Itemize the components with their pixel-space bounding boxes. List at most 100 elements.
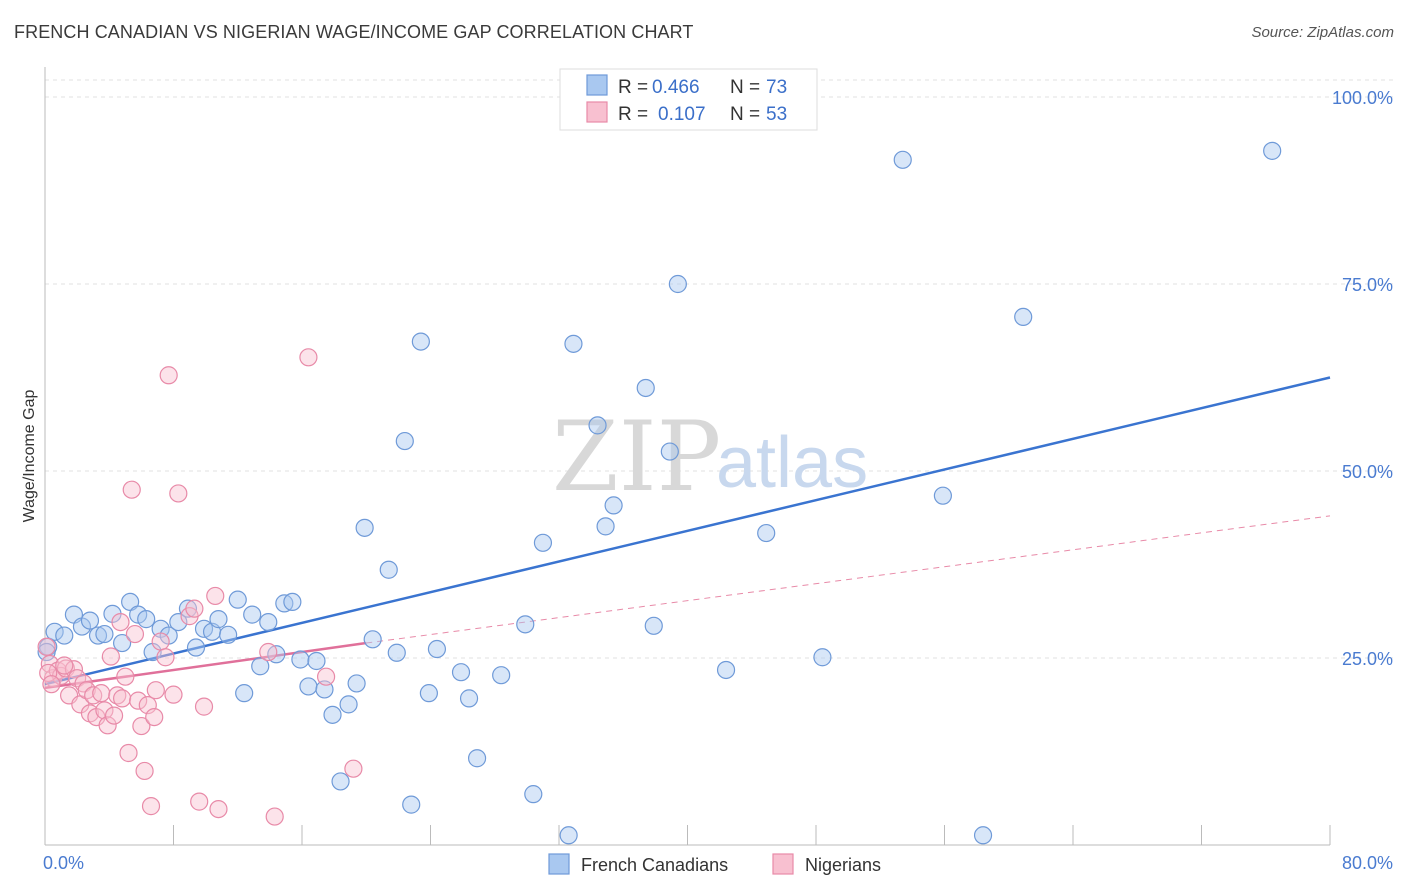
legend-r-value-1: 0.107 bbox=[658, 104, 706, 125]
trend-line-nigerians bbox=[44, 641, 367, 690]
french-canadian-point-63 bbox=[668, 274, 687, 294]
watermark-zip: ZIP bbox=[552, 401, 721, 513]
bottom-legend: French Canadians Nigerians bbox=[548, 853, 881, 875]
nigerian-point-40 bbox=[185, 599, 204, 618]
french-canadian-point-32 bbox=[299, 677, 318, 696]
nigerian-point-45 bbox=[259, 642, 278, 662]
watermark: ZIP atlas bbox=[552, 401, 868, 513]
nigerian-point-37 bbox=[164, 685, 183, 704]
legend-n-value-1: 53 bbox=[766, 104, 787, 125]
french-canadian-point-31 bbox=[291, 650, 310, 669]
french-canadian-point-12 bbox=[137, 610, 156, 629]
french-canadian-point-21 bbox=[209, 610, 228, 629]
bottom-legend-swatch-nigerians bbox=[772, 853, 794, 875]
nigerian-point-29 bbox=[135, 761, 154, 781]
nigerian-point-20 bbox=[108, 686, 127, 705]
french-canadian-point-44 bbox=[402, 795, 421, 814]
french-canadian-point-37 bbox=[339, 695, 358, 714]
nigerian-point-28 bbox=[132, 716, 151, 736]
nigerian-point-26 bbox=[125, 624, 145, 644]
french-canadian-point-18 bbox=[186, 638, 206, 657]
y-tick-label-0: 25.0% bbox=[1342, 649, 1393, 669]
source-label: Source: ZipAtlas.com bbox=[1251, 24, 1394, 41]
nigerian-point-21 bbox=[111, 612, 130, 632]
french-canadian-point-64 bbox=[716, 660, 736, 680]
french-canadian-point-50 bbox=[467, 749, 487, 768]
nigerian-point-34 bbox=[151, 632, 170, 651]
french-canadian-point-49 bbox=[459, 689, 479, 708]
nigerian-point-19 bbox=[104, 706, 124, 725]
nigerian-point-18 bbox=[101, 647, 120, 666]
watermark-atlas: atlas bbox=[716, 423, 868, 503]
nigerian-point-42 bbox=[194, 697, 214, 716]
axes bbox=[44, 67, 1331, 846]
legend-swatch-french-canadians bbox=[586, 74, 608, 96]
french-canadian-point-61 bbox=[644, 616, 663, 635]
bottom-legend-label-french-canadians: French Canadians bbox=[581, 855, 728, 875]
nigerian-point-46 bbox=[265, 807, 284, 826]
nigerian-point-17 bbox=[98, 716, 117, 735]
nigerian-point-38 bbox=[169, 484, 188, 503]
french-canadian-point-67 bbox=[893, 150, 912, 169]
french-canadian-point-9 bbox=[112, 633, 132, 653]
nigerian-point-25 bbox=[122, 480, 141, 499]
french-canadian-point-43 bbox=[395, 431, 414, 451]
nigerian-point-36 bbox=[159, 366, 178, 385]
nigerian-point-47 bbox=[299, 348, 318, 367]
french-canadian-point-69 bbox=[973, 826, 993, 845]
french-canadian-point-52 bbox=[516, 615, 535, 634]
trend-line-french-canadians bbox=[44, 376, 1331, 686]
nigerian-point-51 bbox=[42, 675, 61, 694]
french-canadian-point-1 bbox=[45, 622, 64, 641]
french-canadian-point-70 bbox=[1014, 307, 1033, 327]
legend-swatch-nigerians bbox=[586, 101, 608, 123]
french-canadian-point-54 bbox=[533, 533, 553, 552]
french-canadian-point-71 bbox=[1263, 141, 1282, 160]
french-canadian-point-42 bbox=[387, 643, 406, 662]
nigerian-point-24 bbox=[119, 743, 138, 763]
french-canadian-point-23 bbox=[228, 590, 247, 609]
french-canadian-point-40 bbox=[363, 630, 382, 649]
legend-r-value-0: 0.466 bbox=[652, 77, 700, 98]
legend-n-label-1: N = bbox=[730, 104, 760, 125]
nigerian-point-48 bbox=[316, 667, 336, 686]
data-points bbox=[37, 141, 1282, 845]
nigerian-point-23 bbox=[116, 667, 135, 686]
x-tick-labels: 0.0% 80.0% bbox=[43, 853, 1393, 873]
nigerian-point-35 bbox=[156, 648, 175, 667]
nigerian-point-22 bbox=[112, 689, 132, 708]
legend-r-label-1: R = bbox=[618, 104, 648, 125]
nigerian-point-16 bbox=[95, 701, 114, 720]
y-tick-label-3: 100.0% bbox=[1332, 88, 1393, 108]
bottom-legend-label-nigerians: Nigerians bbox=[805, 855, 881, 875]
french-canadian-point-51 bbox=[492, 666, 511, 685]
nigerian-point-41 bbox=[190, 792, 209, 811]
legend-n-label-0: N = bbox=[730, 77, 760, 98]
nigerian-point-50 bbox=[39, 663, 58, 683]
french-canadian-point-22 bbox=[219, 625, 238, 644]
nigerian-point-15 bbox=[92, 684, 111, 703]
french-canadian-point-60 bbox=[636, 378, 655, 398]
french-canadian-point-6 bbox=[88, 626, 108, 645]
nigerian-point-31 bbox=[141, 797, 161, 816]
french-canadian-point-66 bbox=[813, 648, 832, 667]
nigerian-point-43 bbox=[206, 586, 225, 606]
french-canadian-point-27 bbox=[259, 612, 278, 632]
french-canadian-point-46 bbox=[419, 684, 438, 703]
french-canadian-point-26 bbox=[251, 657, 270, 676]
y-tick-label-1: 50.0% bbox=[1342, 462, 1393, 482]
x-tick-label-max: 80.0% bbox=[1342, 853, 1393, 873]
french-canadian-point-45 bbox=[411, 332, 430, 351]
french-canadian-point-68 bbox=[933, 486, 952, 505]
nigerian-point-49 bbox=[344, 759, 363, 778]
french-canadian-point-62 bbox=[660, 442, 679, 461]
nigerian-point-27 bbox=[129, 691, 148, 710]
grid-lines bbox=[45, 79, 1393, 659]
legend-r-label-0: R = bbox=[618, 77, 648, 98]
nigerian-point-44 bbox=[209, 799, 228, 819]
nigerian-point-33 bbox=[146, 681, 165, 700]
french-canadian-point-41 bbox=[379, 560, 398, 579]
nigerian-point-52 bbox=[55, 656, 74, 675]
french-canadian-point-17 bbox=[178, 599, 198, 618]
